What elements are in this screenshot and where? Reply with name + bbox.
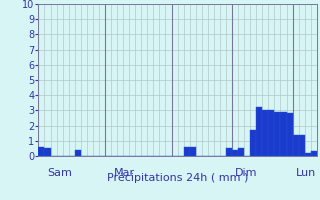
Bar: [184, 147, 190, 156]
Bar: [226, 148, 232, 156]
Text: Dim: Dim: [235, 168, 258, 178]
Bar: [268, 110, 275, 156]
Bar: [299, 135, 305, 156]
Text: Lun: Lun: [296, 168, 316, 178]
Bar: [262, 110, 268, 156]
Bar: [311, 151, 317, 156]
Bar: [44, 148, 51, 156]
Bar: [75, 150, 81, 156]
Text: Mar: Mar: [114, 168, 135, 178]
Bar: [292, 135, 299, 156]
Bar: [256, 107, 262, 156]
Bar: [232, 150, 238, 156]
Bar: [190, 147, 196, 156]
Bar: [281, 112, 286, 156]
X-axis label: Précipitations 24h ( mm ): Précipitations 24h ( mm ): [107, 173, 248, 183]
Bar: [305, 153, 311, 156]
Text: Sam: Sam: [47, 168, 72, 178]
Bar: [286, 113, 292, 156]
Bar: [238, 148, 244, 156]
Bar: [275, 112, 281, 156]
Bar: [38, 147, 44, 156]
Bar: [250, 130, 256, 156]
